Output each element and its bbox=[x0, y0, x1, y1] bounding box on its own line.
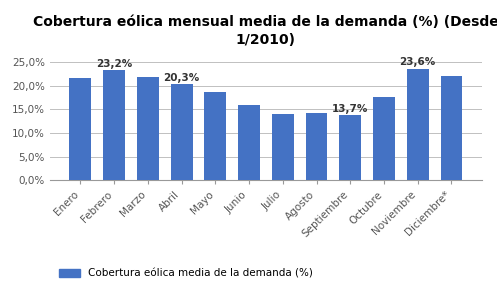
Bar bbox=[339, 116, 361, 180]
Bar bbox=[440, 76, 462, 180]
Title: Cobertura eólica mensual media de la demanda (%) (Desde
1/2010): Cobertura eólica mensual media de la dem… bbox=[33, 15, 497, 47]
Text: 20,3%: 20,3% bbox=[164, 73, 200, 83]
Text: 13,7%: 13,7% bbox=[332, 104, 368, 114]
Text: 23,6%: 23,6% bbox=[400, 57, 436, 67]
Text: 23,2%: 23,2% bbox=[96, 59, 132, 69]
Bar bbox=[306, 113, 328, 180]
Bar bbox=[373, 97, 395, 180]
Bar bbox=[103, 70, 125, 180]
Bar bbox=[238, 104, 260, 180]
Bar bbox=[407, 68, 429, 180]
Bar bbox=[272, 113, 294, 180]
Legend: Cobertura eólica media de la demanda (%): Cobertura eólica media de la demanda (%) bbox=[55, 265, 317, 283]
Bar bbox=[137, 77, 159, 180]
Bar bbox=[204, 92, 226, 180]
Bar bbox=[70, 78, 91, 180]
Bar bbox=[170, 84, 192, 180]
